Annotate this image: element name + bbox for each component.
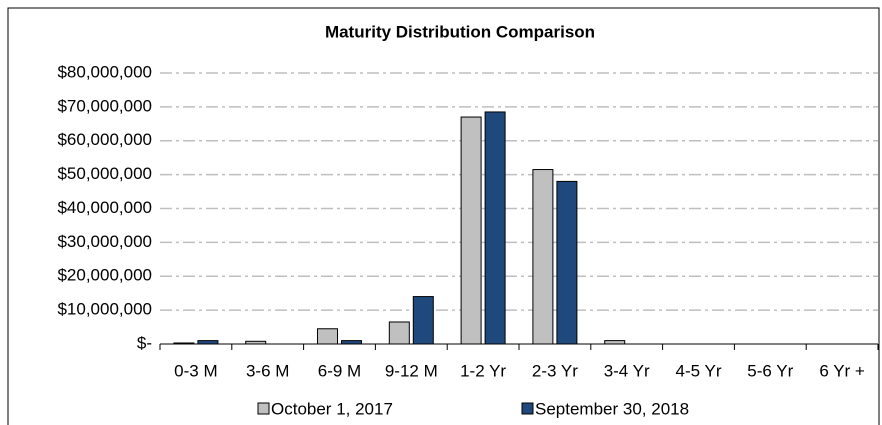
chart-frame bbox=[7, 7, 880, 425]
y-tick-label: $50,000,000 bbox=[57, 164, 152, 183]
y-tick-label: $20,000,000 bbox=[57, 266, 152, 285]
bar bbox=[532, 169, 554, 345]
x-tick-label: 6-9 M bbox=[318, 361, 361, 380]
legend-label: October 1, 2017 bbox=[271, 399, 393, 418]
bar bbox=[604, 340, 626, 345]
y-tick-label: $30,000,000 bbox=[57, 232, 152, 251]
y-tick-label: $- bbox=[137, 333, 152, 352]
x-tick-label: 2-3 Yr bbox=[532, 361, 578, 380]
legend-label: September 30, 2018 bbox=[535, 399, 689, 418]
bar bbox=[484, 111, 506, 345]
x-tick-label: 5-6 Yr bbox=[747, 361, 793, 380]
x-tick-label: 3-6 M bbox=[246, 361, 289, 380]
bar bbox=[460, 116, 482, 345]
bar bbox=[388, 321, 410, 345]
x-tick-label: 9-12 M bbox=[385, 361, 438, 380]
bar bbox=[341, 340, 362, 345]
x-tick-label: 6 Yr + bbox=[819, 361, 865, 380]
x-tick-label: 1-2 Yr bbox=[460, 361, 506, 380]
y-tick-label: $10,000,000 bbox=[57, 300, 152, 319]
x-tick-label: 4-5 Yr bbox=[676, 361, 722, 380]
y-tick-label: $60,000,000 bbox=[57, 130, 152, 149]
x-tick-label: 0-3 M bbox=[174, 361, 217, 380]
legend-swatch bbox=[257, 402, 270, 415]
x-tick-label: 3-4 Yr bbox=[604, 361, 650, 380]
y-tick-label: $80,000,000 bbox=[57, 62, 152, 81]
bar bbox=[412, 296, 434, 345]
y-tick-label: $70,000,000 bbox=[57, 96, 152, 115]
chart-title: Maturity Distribution Comparison bbox=[325, 22, 595, 41]
legend-swatch bbox=[521, 402, 534, 415]
bar bbox=[556, 180, 578, 345]
bar bbox=[197, 340, 219, 345]
y-tick-label: $40,000,000 bbox=[57, 198, 152, 217]
bar bbox=[317, 328, 338, 345]
